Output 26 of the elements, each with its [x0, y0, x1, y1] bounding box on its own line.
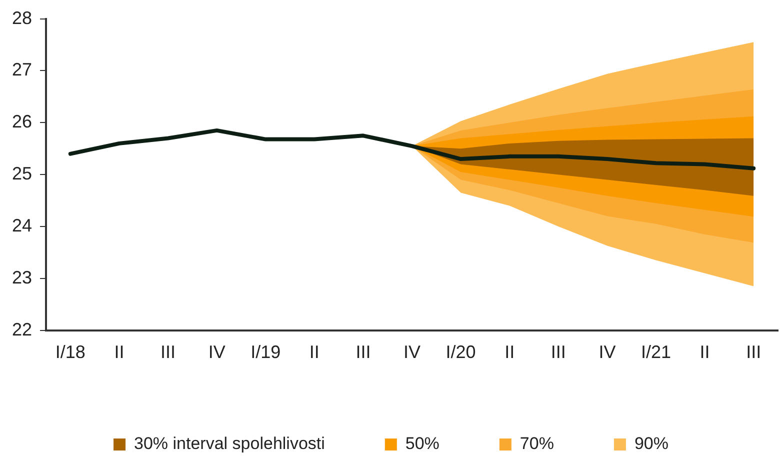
x-tick-label: II — [504, 342, 515, 362]
x-tick-label: IV — [404, 342, 421, 362]
x-tick-label: I/18 — [55, 342, 86, 362]
legend-label: 90% — [634, 434, 668, 454]
y-tick-label: 26 — [12, 112, 32, 132]
y-tick-label: 24 — [12, 216, 32, 236]
x-tick-label: I/21 — [640, 342, 672, 362]
legend-label: 70% — [520, 434, 554, 454]
y-tick-label: 25 — [12, 164, 32, 184]
x-tick-label: III — [550, 342, 566, 362]
y-tick-label: 28 — [12, 8, 32, 28]
x-tick-label: I/20 — [446, 342, 476, 362]
y-tick-label: 27 — [12, 60, 32, 80]
x-tick-label: IV — [208, 342, 226, 362]
x-tick-label: II — [700, 342, 710, 362]
x-tick-label: III — [160, 342, 176, 362]
x-tick-label: II — [114, 342, 124, 362]
x-tick-label: IV — [598, 342, 616, 362]
y-tick-label: 23 — [12, 267, 32, 288]
legend-label: 30% interval spolehlivosti — [134, 434, 325, 454]
x-tick-label: II — [309, 342, 320, 362]
legend-label: 50% — [405, 434, 440, 454]
y-tick-label: 22 — [12, 319, 32, 340]
x-tick-label: III — [356, 342, 371, 362]
x-tick-label: III — [746, 342, 762, 362]
x-tick-label: I/19 — [250, 342, 281, 362]
